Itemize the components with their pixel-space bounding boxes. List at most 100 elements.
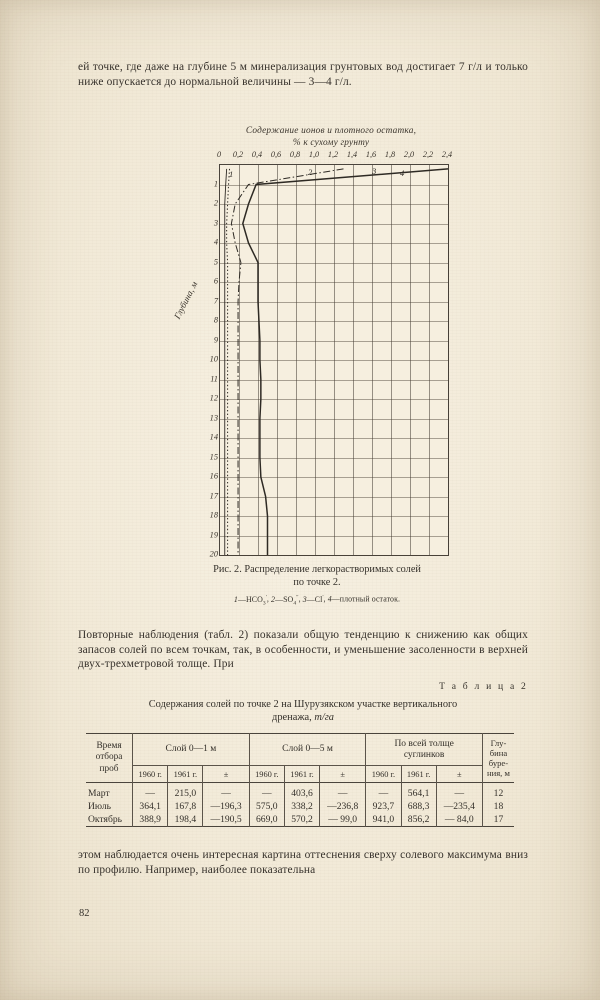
cell-l5-1960: 575,0 xyxy=(248,800,285,813)
cell-l5-1961: 403,6 xyxy=(283,782,320,800)
figure-caption: Рис. 2. Распределение легкорастворимых с… xyxy=(186,564,448,589)
paragraph-bottom-text: этом наблюдается очень интересная картин… xyxy=(78,849,528,876)
cell-l1-diff: — xyxy=(202,782,250,800)
cell-all-diff: — xyxy=(435,782,483,800)
x-tick-label: 1,8 xyxy=(384,150,396,159)
subheader-l5-1961: 1961 г. xyxy=(283,765,320,783)
x-tick-label: 0,8 xyxy=(289,150,301,159)
table-row: Март —215,0— —403,6— —564,1—12 xyxy=(86,782,514,800)
subheader-l5-diff: ± xyxy=(319,765,366,783)
paragraph-top: ей точке, где даже на глубине 5 м минера… xyxy=(78,60,528,89)
cell-all-1961: 688,3 xyxy=(400,800,437,813)
y-tick-label: 6 xyxy=(213,276,218,286)
cell-l1-1961: 198,4 xyxy=(167,813,203,827)
y-tick-label: 16 xyxy=(209,471,218,481)
figure-2: Содержание ионов и плотного остатка, % к… xyxy=(172,126,456,616)
cell-l1-1961: 215,0 xyxy=(167,782,203,800)
cell-l1-1960: 388,9 xyxy=(132,813,168,827)
y-axis-ticks: 1 2 3 4 5 6 7 8 9 10 11 12 13 14 15 16 17 18 19 20 xyxy=(198,164,218,559)
row-time: Июль xyxy=(88,801,112,812)
plot-area: 1 2 3 4 xyxy=(219,164,449,556)
cell-all-1960: 941,0 xyxy=(365,813,401,827)
x-axis-ticks: 0 0,2 0,4 0,6 0,8 1,0 1,2 1,4 1,6 1,8 2,0 2,2 2,4 xyxy=(214,150,452,162)
y-tick-label: 11 xyxy=(210,374,218,383)
header-depth-l3: буре- xyxy=(488,758,509,768)
paragraph-middle: Повторные наблюдения (табл. 2) показали … xyxy=(78,628,528,672)
header-group-layer-0-5: Слой 0—5 м xyxy=(248,733,366,767)
salt-content-table: Время отбора проб Слой 0—1 м Слой 0—5 м … xyxy=(86,733,514,827)
header-group-layer-0-1: Слой 0—1 м xyxy=(132,733,250,767)
cell-l1-1960: 364,1 xyxy=(132,800,168,813)
y-tick-label: 5 xyxy=(213,257,218,266)
table-header-row-subcols: 1960 г. 1961 г. ± 1960 г. 1961 г. ± 1960… xyxy=(86,765,514,783)
cell-l5-1961: 338,2 xyxy=(283,800,320,813)
x-tick-label: 1,4 xyxy=(346,150,358,159)
subheader-l1-1960: 1960 г. xyxy=(132,765,168,783)
data-curves xyxy=(224,168,448,555)
x-tick-label: 2,2 xyxy=(422,150,434,159)
cell-l1-diff: —190,5 xyxy=(202,813,250,827)
x-tick-label: 2,0 xyxy=(403,150,415,159)
header-drilling-depth: Глу- бина буре- ния, м xyxy=(481,733,514,783)
cell-l1-1961: 167,8 xyxy=(167,800,203,813)
x-tick-label: 0,4 xyxy=(251,150,263,159)
subheader-all-1960: 1960 г. xyxy=(365,765,401,783)
x-tick-label: 1,6 xyxy=(365,150,377,159)
subheader-l1-diff: ± xyxy=(202,765,250,783)
x-tick-label: 1,2 xyxy=(327,150,339,159)
table-number-label: Т а б л и ц а 2 xyxy=(439,681,528,692)
header-group-0-5-l1: Слой 0—5 м xyxy=(282,744,333,755)
y-tick-label: 1 xyxy=(213,179,218,188)
cell-all-1961: 564,1 xyxy=(400,782,437,800)
row-time: Октябрь xyxy=(88,814,122,825)
curve-number-3: 3 xyxy=(372,166,377,176)
y-tick-label: 19 xyxy=(209,530,218,539)
y-tick-label: 8 xyxy=(213,315,218,325)
table-title-units: т/га xyxy=(314,712,334,723)
header-depth-l2: бина xyxy=(489,748,508,758)
subheader-l5-1960: 1960 г. xyxy=(248,765,285,783)
cell-depth: 17 xyxy=(481,813,514,827)
table-header-row-groups: Время отбора проб Слой 0—1 м Слой 0—5 м … xyxy=(86,733,514,783)
y-tick-label: 2 xyxy=(213,198,218,208)
table-title-line2: дренажа, т/га xyxy=(78,711,528,724)
figure-caption-line2: по точке 2. xyxy=(293,576,341,588)
legend-entry-3: 3—Cl' xyxy=(302,594,324,604)
cell-l5-1961: 570,2 xyxy=(283,813,320,827)
header-time-l3: проб xyxy=(99,763,119,774)
y-tick-label: 20 xyxy=(209,549,218,559)
y-tick-label: 9 xyxy=(213,335,218,344)
figure-title-line1: Содержание ионов и плотного остатка, xyxy=(245,126,417,136)
cell-l5-1960: — xyxy=(248,782,285,800)
y-tick-label: 3 xyxy=(213,218,218,227)
y-tick-label: 18 xyxy=(209,510,218,520)
cell-l1-1960: — xyxy=(132,782,168,800)
figure-caption-line1: Рис. 2. Распределение легкорастворимых с… xyxy=(213,564,421,575)
header-group-whole-loam: По всей толще суглинков xyxy=(365,733,483,767)
cell-l5-diff: — xyxy=(319,782,366,800)
y-tick-label: 4 xyxy=(213,237,218,247)
y-axis-title: Глубина, м xyxy=(172,279,200,321)
figure-legend: 1—HCO3', 2—SO4", 3—Cl', 4—плотный остато… xyxy=(233,594,401,607)
curve-number-4: 4 xyxy=(400,168,405,178)
paragraph-top-text: ей точке, где даже на глубине 5 м минера… xyxy=(78,61,528,88)
legend-entry-4: 4—плотный остаток. xyxy=(327,594,401,604)
legend-entry-1: 1—HCO3' xyxy=(233,594,267,607)
curve-2 xyxy=(230,168,344,555)
x-tick-label: 0,2 xyxy=(232,150,244,159)
table-title-line1: Содержания солей по точке 2 на Шурузякск… xyxy=(148,699,458,710)
header-group-0-1-l1: Слой 0—1 м xyxy=(165,744,217,755)
header-group-whole-l2: суглинков xyxy=(403,750,445,761)
subheader-all-diff: ± xyxy=(435,765,483,783)
y-tick-label: 17 xyxy=(209,491,218,500)
curve-1 xyxy=(224,168,228,555)
table-body: Март —215,0— —403,6— —564,1—12 Июль 364,1 167,… xyxy=(86,782,514,827)
y-tick-label: 15 xyxy=(209,452,218,461)
table-row: Июль 364,1 167,8 —196,3 575,0 338,2 —236,8 923,… xyxy=(86,800,514,813)
y-tick-label: 12 xyxy=(209,393,218,403)
curve-number-1: 1 xyxy=(229,169,234,179)
subheader-all-1961: 1961 г. xyxy=(400,765,437,783)
figure-title-line2: % к сухому грунту xyxy=(292,137,370,148)
paragraph-bottom: этом наблюдается очень интересная картин… xyxy=(78,848,528,877)
